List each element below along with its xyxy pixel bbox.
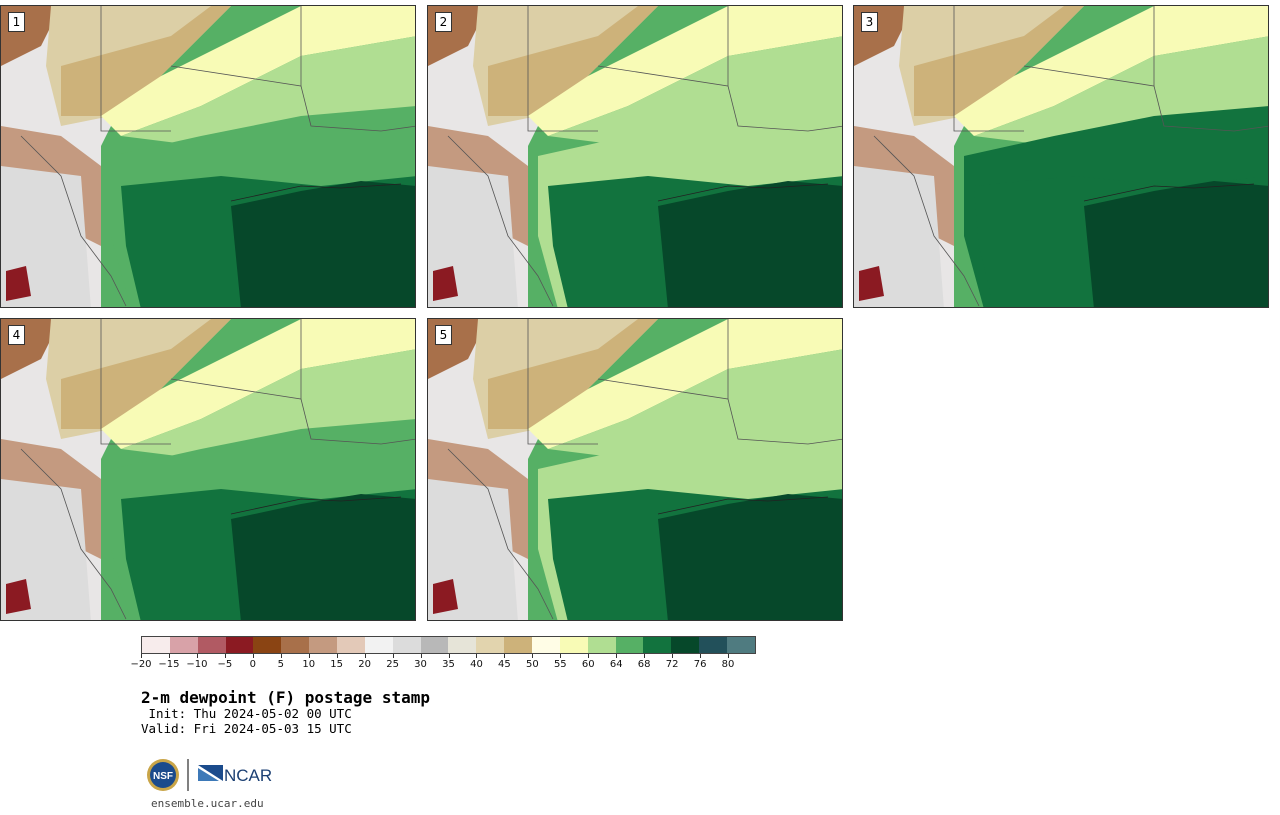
- colorbar-tick: [616, 654, 618, 658]
- dewpoint-map: [1, 6, 415, 307]
- dewpoint-map: [854, 6, 1268, 307]
- site-url: ensemble.ucar.edu: [151, 797, 264, 810]
- colorbar-tick-label: 30: [414, 659, 427, 670]
- panel-number: 3: [861, 12, 878, 32]
- colorbar-tick-label: −15: [158, 659, 180, 670]
- colorbar-tick: [504, 654, 506, 658]
- colorbar-bin: [197, 637, 226, 653]
- dewpoint-map: [1, 319, 415, 620]
- panel-number: 4: [8, 325, 25, 345]
- colorbar-tick-label: 10: [302, 659, 316, 670]
- colorbar-bin: [225, 637, 254, 653]
- panel-number: 1: [8, 12, 25, 32]
- dewpoint-map: [428, 6, 842, 307]
- colorbar-tick: [672, 654, 674, 658]
- colorbar-tick: [448, 654, 450, 658]
- colorbar-bin: [504, 637, 533, 653]
- colorbar-tick: [588, 654, 590, 658]
- stamp-panel-5: 5: [427, 318, 843, 621]
- colorbar-tick-label: 25: [386, 659, 399, 670]
- colorbar-tick: [252, 654, 254, 658]
- colorbar-tick-label: 80: [721, 659, 735, 670]
- colorbar-tick-label: 35: [442, 659, 455, 670]
- colorbar-tick: [532, 654, 534, 658]
- colorbar-tick-label: 15: [330, 659, 344, 670]
- ncar-logo-text: NCAR: [224, 766, 272, 785]
- init-time: Init: Thu 2024-05-02 00 UTC: [141, 706, 352, 721]
- colorbar-tick: [196, 654, 198, 658]
- colorbar-tick: [700, 654, 702, 658]
- stamp-panel-1: 1: [0, 5, 416, 308]
- colorbar-tick: [141, 654, 142, 658]
- colorbar-tick-label: 68: [637, 659, 651, 670]
- colorbar-tick-label: 5: [277, 659, 284, 670]
- panel-number: 5: [435, 325, 452, 345]
- colorbar-bin: [671, 637, 700, 653]
- colorbar-tick: [308, 654, 310, 658]
- colorbar-tick-label: 50: [525, 659, 539, 670]
- colorbar-tick: [560, 654, 562, 658]
- colorbar-bin: [559, 637, 588, 653]
- colorbar-tick: [420, 654, 422, 658]
- colorbar-bin: [420, 637, 449, 653]
- colorbar-bin: [309, 637, 338, 653]
- colorbar-tick: [280, 654, 282, 658]
- colorbar-tick-label: 20: [358, 659, 371, 670]
- colorbar-bin: [532, 637, 560, 653]
- colorbar-tick-label: 45: [498, 659, 511, 670]
- colorbar-bin: [643, 637, 672, 653]
- panel-number: 2: [435, 12, 452, 32]
- nsf-ncar-logo: NSF NCAR: [145, 757, 275, 793]
- colorbar-bin: [727, 637, 755, 653]
- colorbar-bin: [142, 637, 170, 653]
- colorbar-tick-label: 55: [553, 659, 567, 670]
- colorbar-tick: [728, 654, 730, 658]
- colorbar-bin: [392, 637, 421, 653]
- colorbar-tick-label: 40: [470, 659, 483, 670]
- colorbar-tick-label: 60: [581, 659, 595, 670]
- colorbar-tick: [644, 654, 646, 658]
- dewpoint-map: [428, 319, 842, 620]
- colorbar-tick-label: 0: [249, 659, 256, 670]
- colorbar-tick: [476, 654, 478, 658]
- colorbar-bin: [448, 637, 477, 653]
- stamp-panel-2: 2: [427, 5, 843, 308]
- colorbar-bin: [253, 637, 282, 653]
- colorbar-bin: [281, 637, 310, 653]
- colorbar-bin: [337, 637, 365, 653]
- colorbar-bin: [169, 637, 198, 653]
- colorbar-bin: [699, 637, 728, 653]
- colorbar-ticks: −20 −15 −10 −5 0 5 10 15 20 25 30 35 40 45 50 55 60 64 68 7…: [130, 654, 756, 674]
- colorbar-bin: [615, 637, 644, 653]
- nsf-logo-text: NSF: [153, 771, 173, 782]
- colorbar-tick-label: 76: [693, 659, 707, 670]
- colorbar-tick-label: −10: [186, 659, 208, 670]
- stamp-panel-4: 4: [0, 318, 416, 621]
- colorbar-tick-label: −5: [217, 659, 233, 670]
- colorbar-tick-label: 72: [665, 659, 679, 670]
- colorbar-bin: [476, 637, 505, 653]
- colorbar-bin: [587, 637, 616, 653]
- colorbar-tick-label: −20: [130, 659, 152, 670]
- plot-title: 2-m dewpoint (F) postage stamp: [141, 688, 430, 707]
- colorbar-tick: [168, 654, 170, 658]
- valid-time: Valid: Fri 2024-05-03 15 UTC: [141, 721, 352, 736]
- colorbar-tick: [392, 654, 394, 658]
- colorbar: [141, 636, 756, 654]
- colorbar-tick: [364, 654, 366, 658]
- colorbar-tick: [336, 654, 338, 658]
- colorbar-bin: [364, 637, 393, 653]
- colorbar-tick: [224, 654, 226, 658]
- colorbar-tick-label: 64: [609, 659, 623, 670]
- stamp-panel-3: 3: [853, 5, 1269, 308]
